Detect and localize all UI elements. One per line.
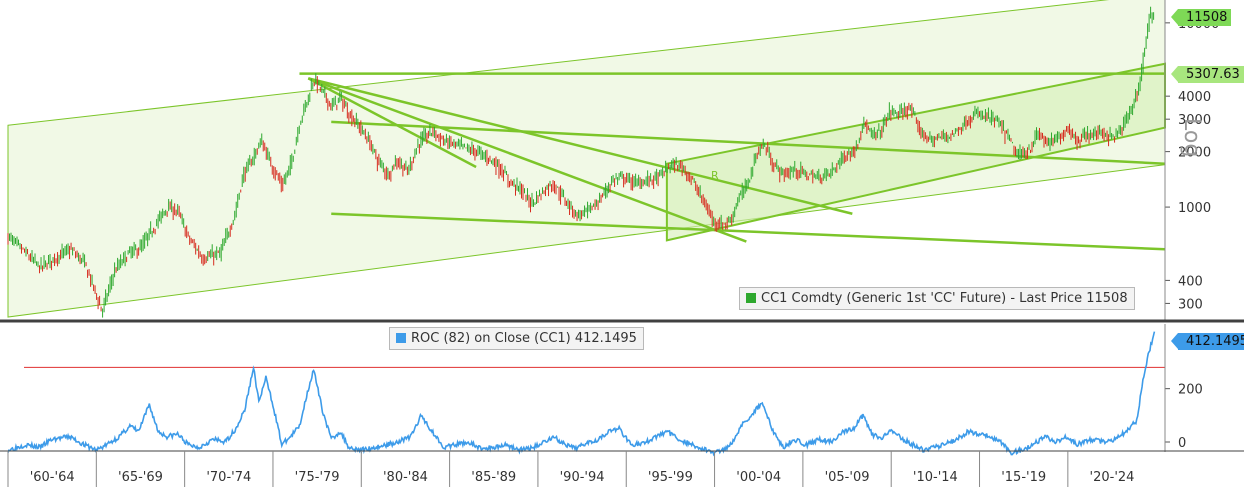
x-tick-label: '00-'04: [736, 470, 782, 485]
last-price-tag: 11508: [1170, 9, 1232, 26]
price-y-tick-label: 300: [1178, 297, 1203, 312]
trend-line-4: [307, 77, 853, 215]
price-legend-text: CC1 Comdty (Generic 1st 'CC' Future) - L…: [761, 291, 1128, 306]
x-tick-label: '80-'84: [382, 470, 428, 485]
x-tick-label: '70-'74: [206, 470, 252, 485]
x-tick-label: '95-'99: [647, 470, 693, 485]
roc-legend: ROC (82) on Close (CC1) 412.1495: [389, 327, 644, 350]
log-scale-label: Log: [1179, 118, 1204, 158]
price-candles: [7, 6, 1155, 318]
price-y-tick-label: 3000: [1178, 113, 1211, 128]
price-y-tick-label: 2000: [1178, 146, 1211, 161]
x-tick-label: '85-'89: [471, 470, 517, 485]
trend-line-2: [307, 77, 477, 169]
roc-legend-text: ROC (82) on Close (CC1) 412.1495: [411, 331, 637, 346]
trend-line-6: [331, 212, 1166, 251]
x-tick-label: '75-'79: [294, 470, 340, 485]
x-tick-label: '10-'14: [912, 470, 958, 485]
x-tick-label: '20-'24: [1089, 470, 1135, 485]
channel-annotation: R: [711, 169, 719, 182]
price-legend: CC1 Comdty (Generic 1st 'CC' Future) - L…: [739, 287, 1135, 310]
roc-y-tick-label: 0: [1178, 436, 1186, 451]
price-legend-swatch: [746, 293, 756, 303]
roc-panel: 0 200: [7, 324, 1203, 457]
price-panel: 300400100020003000400010000 R: [7, 0, 1219, 320]
x-axis-ticks: [7, 451, 1069, 487]
roc-y-tick-label: 200: [1178, 383, 1203, 398]
roc-last-value-tag: 412.1495: [1170, 333, 1244, 350]
x-tick-label: '90-'94: [559, 470, 605, 485]
x-tick-label: '15-'19: [1001, 470, 1047, 485]
roc-legend-swatch: [396, 333, 406, 343]
x-tick-label: '60-'64: [29, 470, 75, 485]
trend-line-3: [307, 77, 747, 243]
price-y-tick-label: 400: [1178, 274, 1203, 289]
x-tick-label: '05-'09: [824, 470, 870, 485]
price-y-tick-label: 1000: [1178, 201, 1211, 216]
price-y-axis: 300400100020003000400010000: [1164, 0, 1219, 320]
roc-y-axis: 0 200: [1164, 324, 1203, 452]
x-tick-label: '65-'69: [118, 470, 163, 485]
price-y-tick-label: 4000: [1178, 90, 1211, 105]
roc-series-line: [7, 331, 1156, 457]
horizontal-level-tag: 5307.63: [1171, 66, 1244, 83]
